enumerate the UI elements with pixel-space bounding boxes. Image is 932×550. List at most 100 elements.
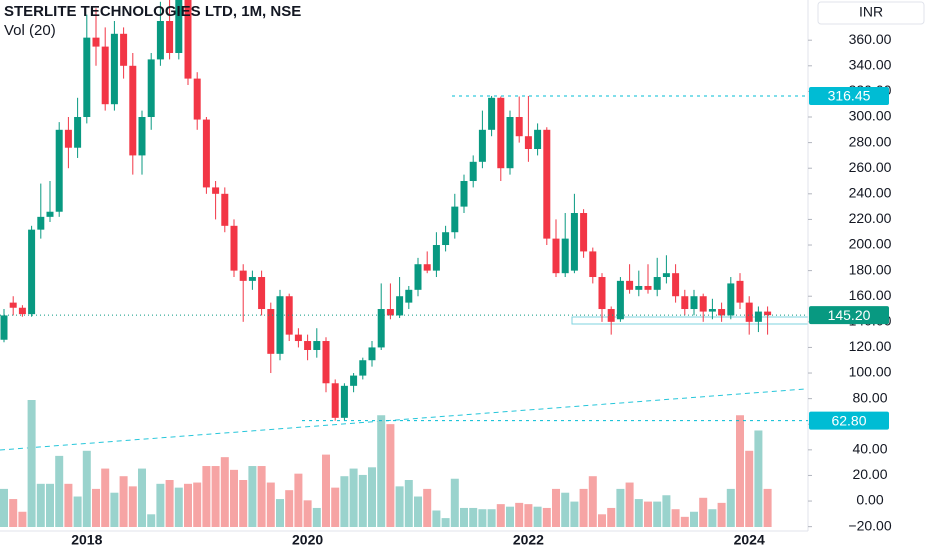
volume-bar xyxy=(276,499,284,527)
candle-body xyxy=(736,280,744,303)
candle-body xyxy=(543,129,551,239)
candle-body xyxy=(607,309,615,322)
volume-bar xyxy=(312,507,321,527)
candle-body xyxy=(202,119,210,188)
candle-body xyxy=(672,273,680,297)
volume-bar xyxy=(708,509,717,527)
volume-bar xyxy=(570,501,579,527)
candle-body xyxy=(488,97,496,130)
indicator-label: Vol (20) xyxy=(4,22,56,39)
candle-body xyxy=(304,341,312,350)
x-tick-label: 2022 xyxy=(513,532,544,548)
candle-body xyxy=(708,309,716,312)
volume-bar xyxy=(358,474,367,527)
candle-body xyxy=(239,270,247,281)
candle-body xyxy=(534,129,542,150)
candle-body xyxy=(221,193,229,226)
candle-body xyxy=(359,360,367,376)
candle-body xyxy=(74,117,82,148)
volume-bar xyxy=(119,476,128,527)
volume-bar xyxy=(423,488,432,527)
candle-body xyxy=(166,20,174,53)
volume-bar xyxy=(634,499,643,527)
candle-body xyxy=(653,277,661,290)
volume-bar xyxy=(46,483,54,527)
candle-body xyxy=(9,302,17,308)
volume-bar xyxy=(285,490,294,527)
y-tick-label: 100.00 xyxy=(849,364,892,380)
candle-body xyxy=(37,216,45,230)
volume-bar xyxy=(184,483,192,527)
candle-body xyxy=(110,33,118,105)
candle-body xyxy=(129,65,137,156)
y-tick-label: 180.00 xyxy=(849,261,892,277)
y-tick-label: 20.00 xyxy=(852,466,887,482)
candle-body xyxy=(46,211,54,217)
volume-bar xyxy=(524,504,533,527)
volume-bar xyxy=(257,466,266,527)
currency-label[interactable]: INR xyxy=(859,4,883,20)
currency-box[interactable] xyxy=(817,1,925,25)
volume-bar xyxy=(294,473,303,527)
candle-body xyxy=(175,0,183,53)
candle-body xyxy=(635,285,643,290)
volume-bar xyxy=(432,510,441,527)
candle-body xyxy=(754,311,762,322)
candle-body xyxy=(350,375,358,386)
volume-bar xyxy=(469,507,478,527)
volume-bar xyxy=(36,483,45,527)
y-tick-label: 360.00 xyxy=(849,31,892,47)
volume-bar xyxy=(138,468,146,527)
candle-body xyxy=(285,296,293,335)
volume-bar xyxy=(699,497,708,527)
candle-body xyxy=(212,187,220,194)
volume-bar xyxy=(496,504,505,527)
volume-bar xyxy=(653,501,662,527)
y-tick-label: 0.00 xyxy=(856,492,883,508)
candle-body xyxy=(83,37,91,118)
candle-body xyxy=(193,78,201,120)
candle-body xyxy=(552,238,560,274)
volume-bar xyxy=(386,424,395,527)
y-tick-label: −20.00 xyxy=(848,517,891,533)
price-tag-label: 316.45 xyxy=(828,88,871,104)
candle-body xyxy=(396,296,404,316)
volume-bar xyxy=(248,466,257,527)
volume-bar xyxy=(147,514,156,527)
volume-bar xyxy=(515,502,524,527)
candle-body xyxy=(662,273,670,278)
volume-bar xyxy=(101,468,110,527)
volume-bar xyxy=(533,506,542,527)
volume-bar xyxy=(662,495,671,527)
candle-body xyxy=(258,277,266,310)
volume-bar xyxy=(487,509,496,527)
candle-body xyxy=(432,245,440,271)
candle-body xyxy=(616,280,624,320)
candle-body xyxy=(18,307,26,315)
price-tag-label: 62.80 xyxy=(831,412,866,428)
candle-body xyxy=(92,37,100,47)
candle-body xyxy=(340,385,348,418)
volume-bar xyxy=(588,476,597,527)
volume-bar xyxy=(644,501,652,527)
x-tick-label: 2018 xyxy=(71,532,102,548)
volume-bar xyxy=(441,518,450,527)
volume-bar xyxy=(303,500,312,527)
x-tick-label: 2020 xyxy=(292,532,323,548)
volume-bar xyxy=(671,509,680,527)
y-tick-label: 300.00 xyxy=(849,108,892,124)
y-tick-label: 260.00 xyxy=(849,159,892,175)
volume-bar xyxy=(736,415,744,527)
volume-bar xyxy=(18,511,27,527)
price-tag xyxy=(809,86,889,105)
volume-bar xyxy=(349,468,358,527)
chart-title: STERLITE TECHNOLOGIES LTD, 1M, NSE xyxy=(4,3,301,20)
candle-body xyxy=(570,213,578,271)
volume-bar xyxy=(340,476,349,527)
candle-body xyxy=(405,289,413,303)
candle-body xyxy=(184,0,192,79)
plot xyxy=(0,0,772,527)
y-tick-label: 80.00 xyxy=(852,389,887,405)
candle-body xyxy=(368,347,376,361)
